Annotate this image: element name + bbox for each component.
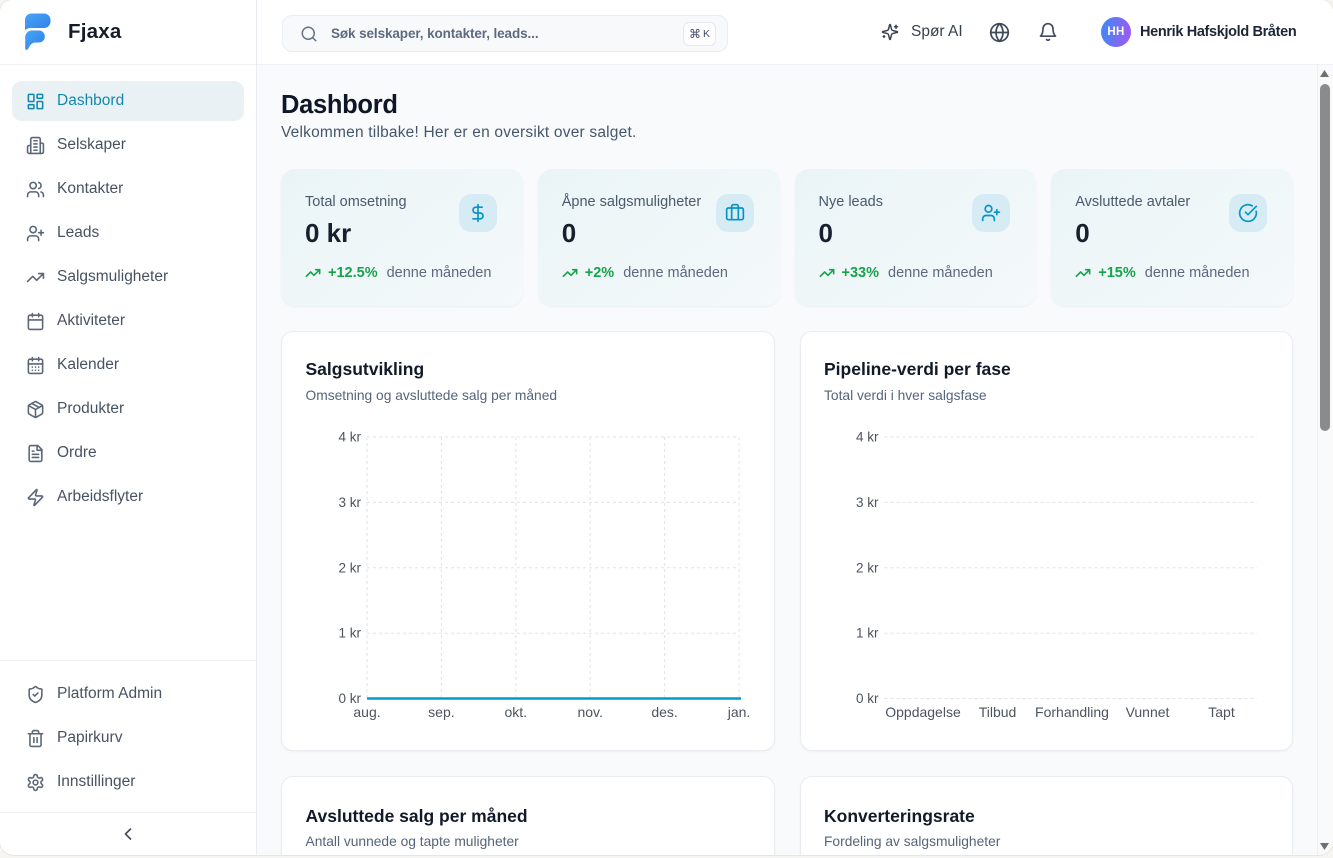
svg-text:Forhandling: Forhandling: [1035, 704, 1109, 720]
svg-text:2 kr: 2 kr: [855, 560, 878, 575]
svg-text:Vunnet: Vunnet: [1125, 704, 1169, 720]
svg-text:Tilbud: Tilbud: [978, 704, 1016, 720]
svg-text:des.: des.: [651, 704, 677, 720]
svg-text:okt.: okt.: [505, 704, 528, 720]
svg-text:3 kr: 3 kr: [338, 495, 361, 510]
svg-text:aug.: aug.: [353, 704, 380, 720]
svg-text:nov.: nov.: [577, 704, 602, 720]
svg-text:Tapt: Tapt: [1208, 704, 1235, 720]
svg-text:sep.: sep.: [428, 704, 454, 720]
svg-text:1 kr: 1 kr: [855, 626, 878, 641]
svg-text:3 kr: 3 kr: [855, 495, 878, 510]
svg-text:0 kr: 0 kr: [338, 691, 361, 706]
svg-text:0 kr: 0 kr: [855, 691, 878, 706]
svg-text:4 kr: 4 kr: [338, 430, 361, 445]
svg-text:1 kr: 1 kr: [338, 626, 361, 641]
svg-text:jan.: jan.: [727, 704, 751, 720]
svg-text:4 kr: 4 kr: [855, 430, 878, 445]
svg-text:Oppdagelse: Oppdagelse: [885, 704, 961, 720]
svg-text:2 kr: 2 kr: [338, 560, 361, 575]
